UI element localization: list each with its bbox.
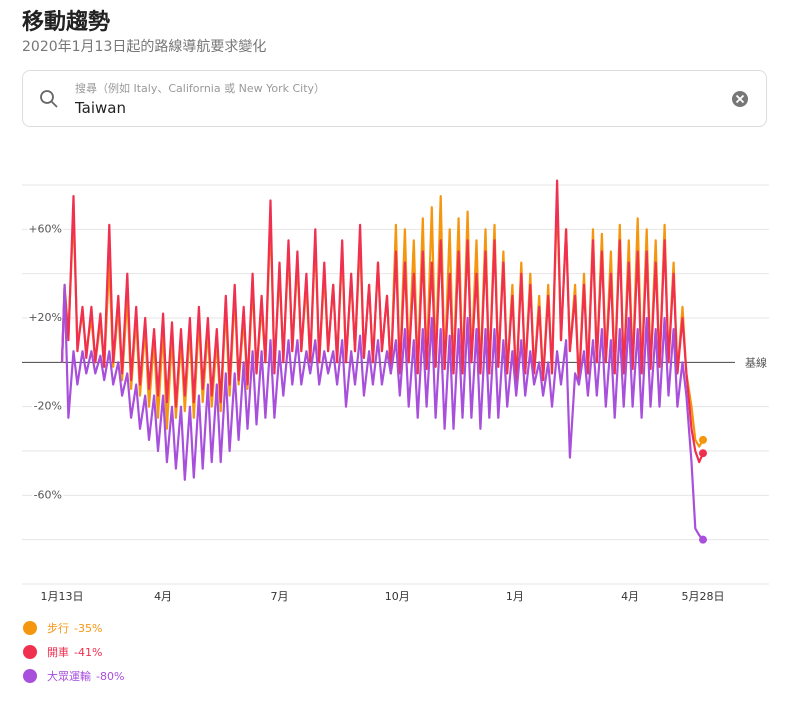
x-tick-label: 10月 [385,590,410,603]
legend-marker [23,645,37,659]
end-point [699,449,707,458]
y-tick-label: +60% [28,222,62,235]
legend-entry: 步行 -35% [47,622,102,635]
legend-value: -80% [96,670,124,683]
y-tick-label: +20% [28,311,62,324]
series-line [60,195,704,448]
legend-value: -41% [74,646,102,659]
search-value[interactable]: Taiwan [75,99,127,117]
search-placeholder: 搜尋（例如 Italy、California 或 New York City） [75,82,326,95]
legend-marker [23,669,37,683]
search-icon [40,90,58,108]
baseline-label: 基線 [745,355,767,369]
end-point [699,535,707,544]
x-tick-label: 4月 [621,590,639,603]
end-point [699,435,707,444]
x-tick-label: 5月28日 [682,590,725,603]
y-tick-label: -20% [34,400,62,413]
legend-name: 步行 [47,622,69,635]
x-tick-label: 1月13日 [41,590,84,603]
legend-entry: 開車 -41% [47,645,102,659]
clear-button[interactable] [731,90,749,108]
legend-name: 開車 [47,645,69,659]
series-line [60,283,704,541]
x-tick-label: 7月 [271,590,289,603]
chart: +60% +20% -20% -60% 基線 1月13日 4月 7月 10月 1月 4月 5月28日步… [22,179,769,683]
page-title: 移動趨勢 [22,10,111,35]
x-tick-label: 1月 [506,590,524,603]
series-line [60,179,705,464]
x-tick-label: 4月 [154,590,172,603]
page-subtitle: 2020年1月13日起的路線導航要求變化 [22,39,267,55]
legend-entry: 大眾運輸 -80% [47,669,124,683]
legend-name: 大眾運輸 [47,669,91,683]
legend-marker [23,621,37,635]
search-box[interactable]: 搜尋（例如 Italy、California 或 New York City） … [22,70,767,127]
legend-value: -35% [74,622,102,635]
y-tick-label: -60% [34,488,62,501]
